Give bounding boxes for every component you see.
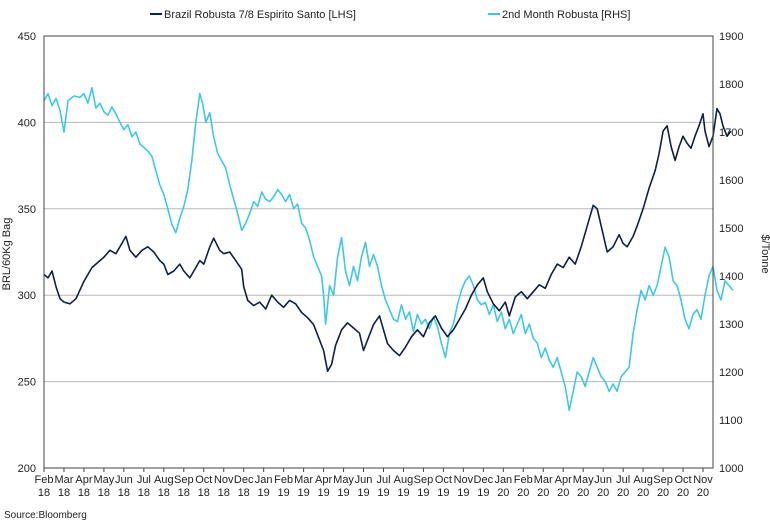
y-right-tick-label: 1900 [719,31,743,43]
x-tick-label-month: Jun [594,474,612,486]
x-tick-label-month: Aug [394,474,414,486]
y-right-tick-label: 1200 [719,367,743,379]
x-tick-label-month: May [573,474,594,486]
source-note: Source:Bloomberg [4,510,87,521]
x-tick-label-month: Apr [555,474,572,486]
y-left-tick-label: 250 [18,377,36,389]
x-tick-label-year: 18 [178,487,190,499]
x-tick-label-month: Feb [35,474,54,486]
y-right-tick-label: 1400 [719,271,743,283]
x-tick-label-month: Nov [693,474,713,486]
x-tick-label-year: 20 [597,487,609,499]
x-tick-label-month: Mar [294,474,313,486]
x-tick-label-year: 18 [138,487,150,499]
x-tick-label-month: Oct [674,474,691,486]
x-tick-label-month: Feb [274,474,293,486]
x-tick-label-month: Feb [514,474,533,486]
x-tick-label-month: Jun [115,474,133,486]
y-right-tick-label: 1700 [719,127,743,139]
x-tick-label-year: 20 [637,487,649,499]
x-tick-label-year: 20 [517,487,529,499]
x-tick-label-year: 20 [657,487,669,499]
y-right-tick-label: 1800 [719,79,743,91]
x-tick-label-year: 20 [617,487,629,499]
x-tick-label-year: 18 [98,487,110,499]
x-tick-label-month: Mar [534,474,553,486]
x-tick-label-month: May [94,474,115,486]
x-tick-label-month: Sep [653,474,673,486]
x-tick-label-month: Sep [414,474,434,486]
x-tick-label-year: 19 [297,487,309,499]
x-tick-label-month: Dec [474,474,494,486]
x-tick-label-month: Apr [315,474,332,486]
y-left-axis-title: BRL/60Kg Bag [1,218,13,291]
x-tick-label-year: 19 [457,487,469,499]
x-tick-label-year: 19 [417,487,429,499]
x-tick-label-month: Jan [255,474,273,486]
x-tick-label-year: 18 [78,487,90,499]
x-tick-label-year: 20 [677,487,689,499]
x-tick-label-year: 19 [437,487,449,499]
x-tick-label-year: 19 [317,487,329,499]
x-axis-ticks: Feb18Mar18Apr18May18Jun18Jul18Aug18Sep18… [35,468,713,499]
x-tick-label-month: Sep [174,474,194,486]
y-right-axis-title: $/Tonne [759,234,770,273]
x-tick-label-year: 20 [577,487,589,499]
x-tick-label-year: 19 [357,487,369,499]
x-tick-label-year: 20 [557,487,569,499]
x-tick-label-month: Jun [355,474,373,486]
legend: Brazil Robusta 7/8 Espirito Santo [LHS] … [150,9,630,21]
x-tick-label-year: 18 [38,487,50,499]
legend-label-brazil-robusta: Brazil Robusta 7/8 Espirito Santo [LHS] [164,9,356,21]
legend-label-2nd-month-robusta: 2nd Month Robusta [RHS] [502,9,630,21]
series-line-2nd-month-robusta [43,87,734,412]
x-tick-label-year: 20 [497,487,509,499]
x-tick-label-year: 19 [337,487,349,499]
right-axis-ticks: 1000 1100 1200 1300 1400 1500 1600 1700 1800 1900 [719,31,743,475]
x-tick-label-year: 18 [238,487,250,499]
x-tick-label-year: 18 [198,487,210,499]
y-left-tick-label: 350 [18,204,36,216]
x-tick-label-year: 20 [697,487,709,499]
y-right-tick-label: 1100 [719,415,743,427]
y-right-tick-label: 1300 [719,319,743,331]
y-left-tick-label: 200 [18,463,36,475]
y-right-tick-label: 1500 [719,223,743,235]
x-tick-label-month: Aug [154,474,174,486]
x-tick-label-year: 19 [377,487,389,499]
x-tick-label-month: Oct [195,474,212,486]
y-right-tick-label: 1600 [719,175,743,187]
x-tick-label-month: May [333,474,354,486]
x-tick-label-month: Jul [616,474,630,486]
x-tick-label-month: Apr [75,474,92,486]
x-tick-label-year: 18 [218,487,230,499]
x-tick-label-month: Dec [234,474,254,486]
x-tick-label-year: 18 [158,487,170,499]
x-tick-label-year: 19 [258,487,270,499]
x-tick-label-month: Aug [633,474,653,486]
y-left-tick-label: 400 [18,117,36,129]
x-tick-label-year: 19 [278,487,290,499]
left-axis-ticks: 200 250 300 350 400 450 [18,31,36,475]
x-tick-label-month: Jul [376,474,390,486]
series-line-brazil-robusta [43,107,732,372]
x-tick-label-year: 19 [477,487,489,499]
x-tick-label-month: Jul [137,474,151,486]
plot-frame [43,35,714,469]
y-left-tick-label: 450 [18,31,36,43]
x-tick-label-year: 18 [58,487,70,499]
gridlines [44,121,713,383]
x-tick-label-month: Jan [494,474,512,486]
x-tick-label-month: Oct [435,474,452,486]
x-tick-label-year: 19 [397,487,409,499]
x-tick-label-year: 18 [118,487,130,499]
x-tick-label-month: Mar [54,474,73,486]
series-lines [43,87,734,412]
y-left-tick-label: 300 [18,290,36,302]
x-tick-label-month: Nov [454,474,474,486]
x-tick-label-month: Nov [214,474,234,486]
y-right-tick-label: 1000 [719,463,743,475]
x-tick-label-year: 20 [537,487,549,499]
